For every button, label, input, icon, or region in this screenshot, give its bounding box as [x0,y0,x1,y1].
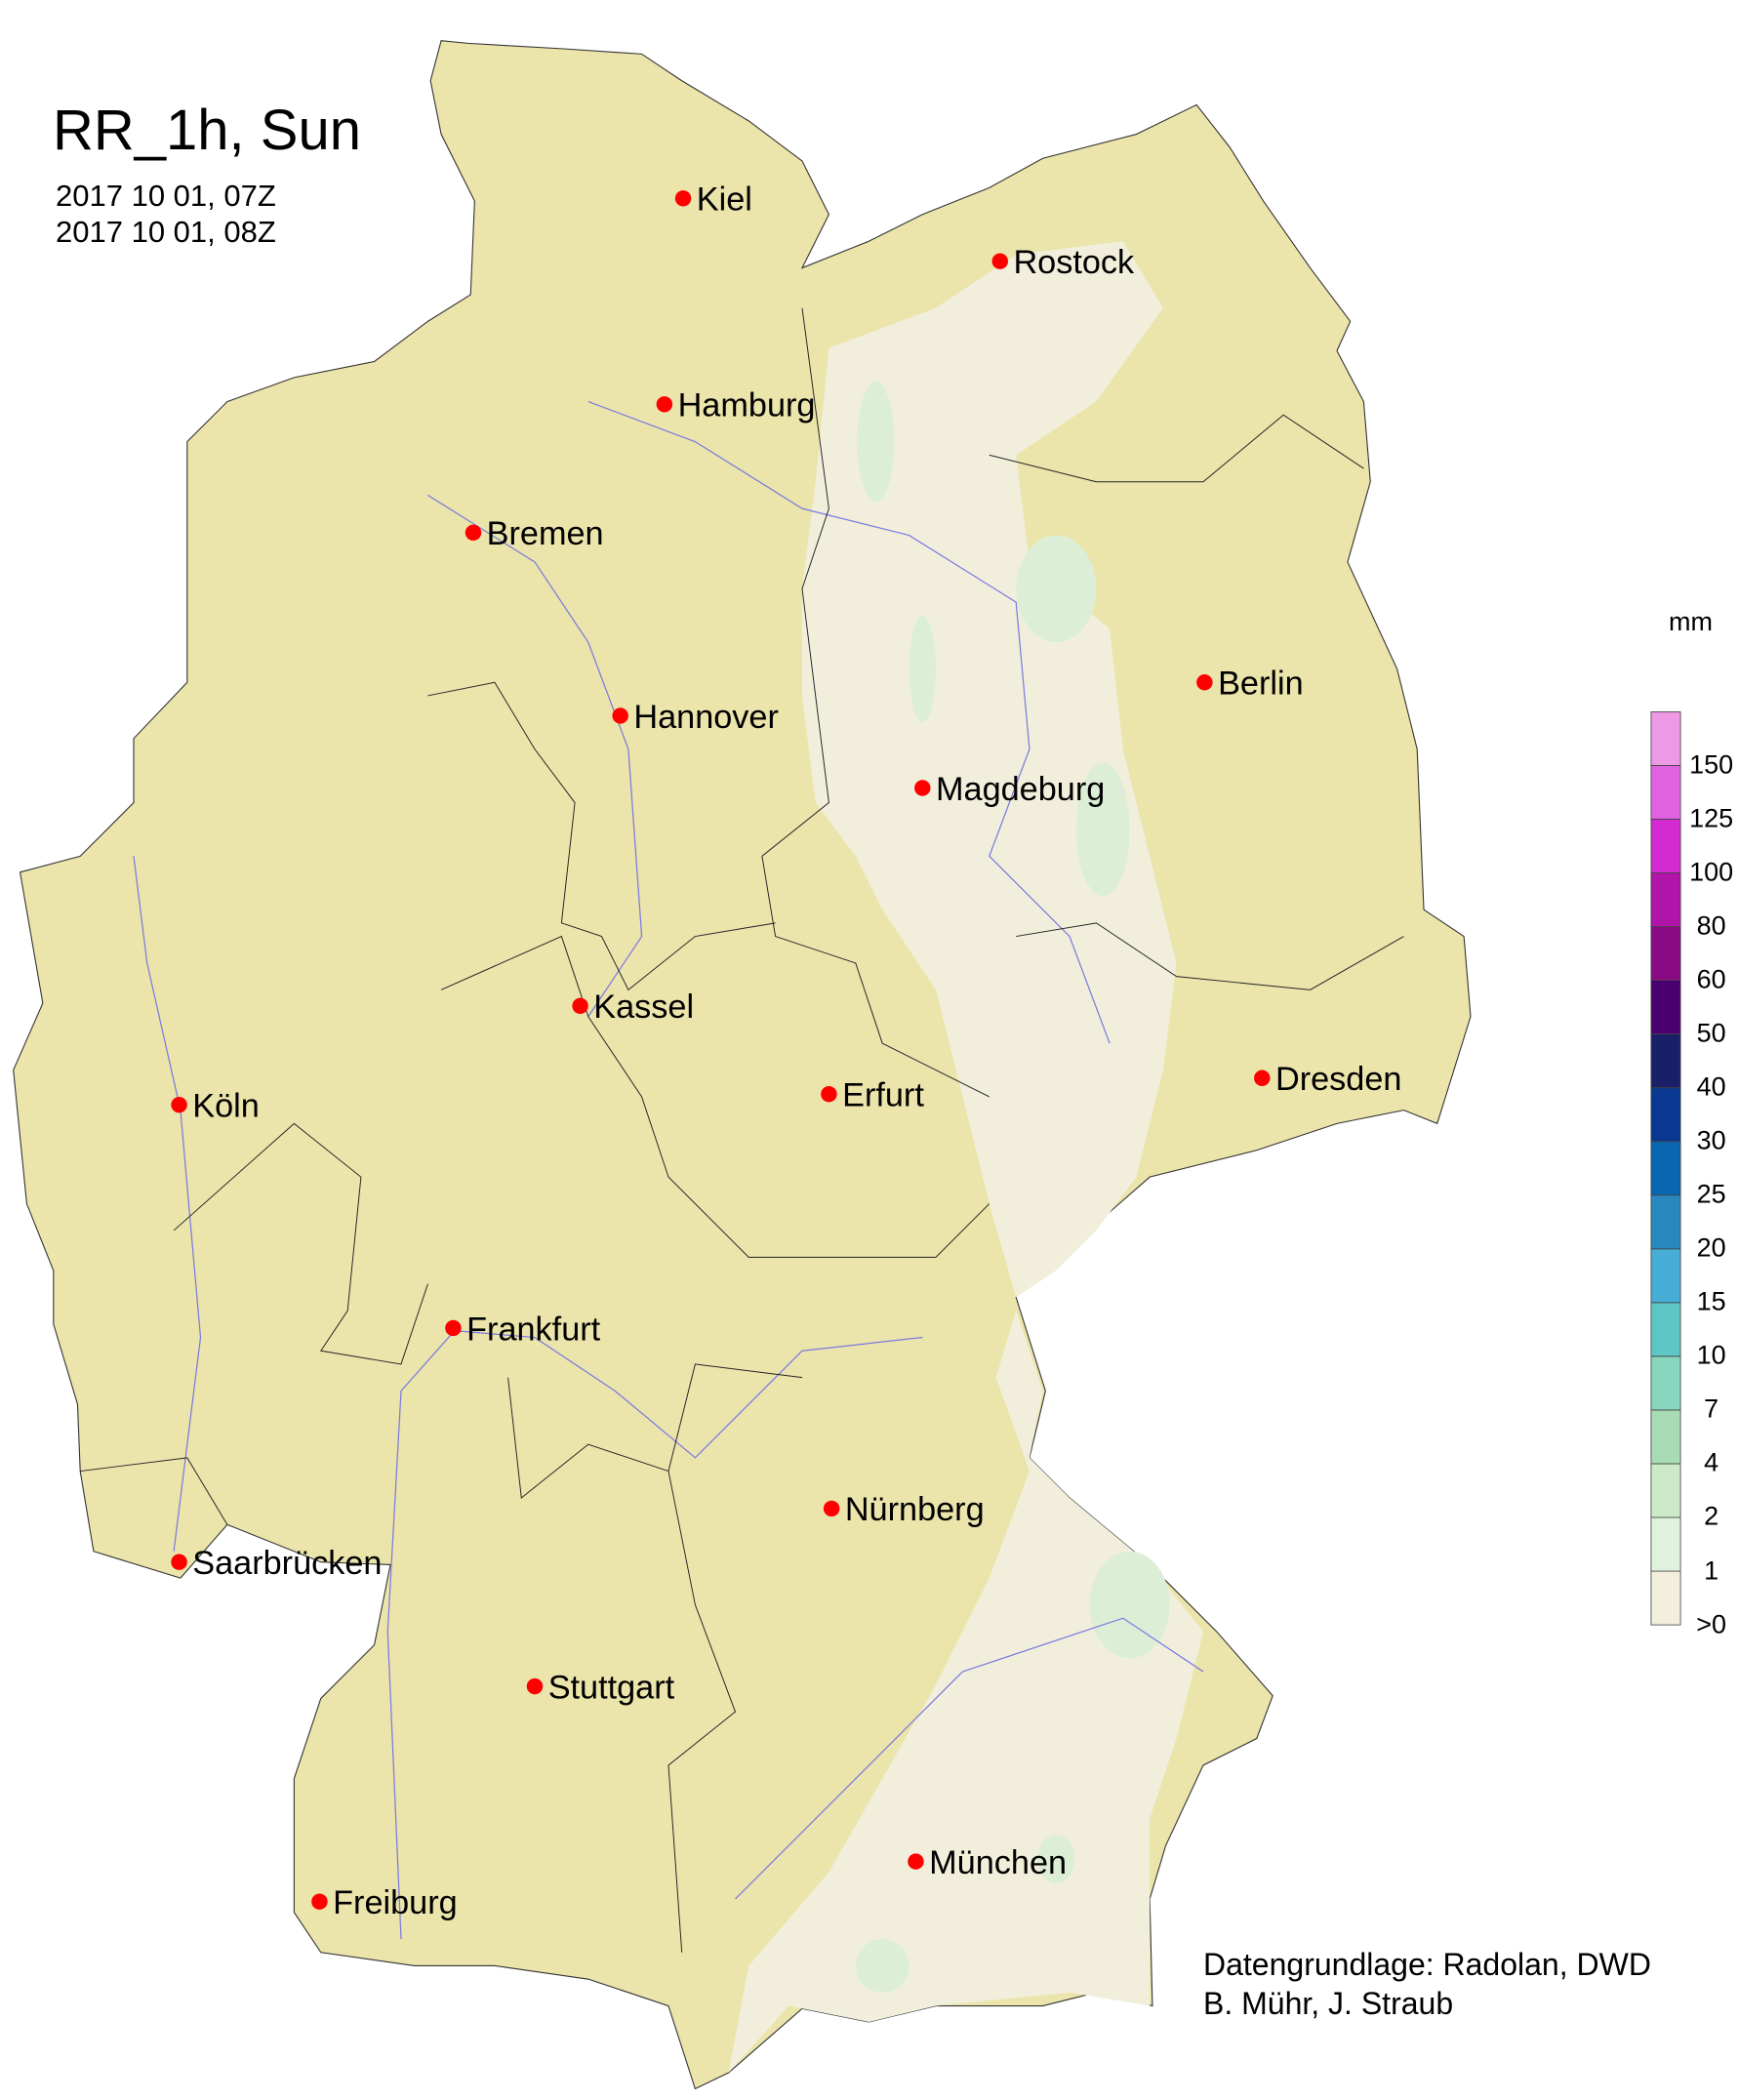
city-marker [526,1677,544,1695]
legend-swatch [1650,765,1681,820]
legend-label: >0 [1696,1609,1726,1639]
legend-swatch [1650,819,1681,873]
city-label: Saarbrücken [192,1545,382,1582]
legend-swatch [1650,1302,1681,1357]
legend-swatch [1650,980,1681,1035]
legend-label: 7 [1704,1393,1719,1424]
legend-label: 80 [1696,910,1726,941]
legend-label: 100 [1689,857,1734,887]
legend-label: 1 [1704,1555,1719,1585]
legend-label: 25 [1696,1179,1726,1209]
credit-data-source: Datengrundlage: Radolan, DWD [1203,1947,1651,1982]
city-label: Köln [192,1088,260,1125]
legend-label: 30 [1696,1125,1726,1155]
legend-swatch [1650,1141,1681,1196]
legend-color-bar [1650,710,1681,1626]
legend-swatch [1650,710,1681,766]
city-marker [572,997,588,1015]
legend-label: 2 [1704,1501,1719,1531]
state-borders [80,307,1404,1953]
city-label: Hamburg [678,387,816,424]
city-label: Rostock [1013,244,1135,281]
city-marker [171,1554,187,1570]
legend-label: 125 [1689,803,1734,833]
legend-swatch [1650,1463,1681,1518]
legend-label: 50 [1696,1018,1726,1048]
rivers [133,400,1204,1940]
legend-label: 15 [1696,1286,1726,1316]
city-marker [1254,1070,1271,1086]
city-label: Stuttgart [548,1669,675,1706]
legend-swatch [1650,1248,1681,1304]
city-marker [674,190,692,207]
city-label: Bremen [487,515,604,552]
legend-swatch [1650,1409,1681,1465]
rain-1-2mm-patches [855,382,1170,1993]
city-markers: Kiel Rostock Hamburg Bremen Berlin Hannover Ma… [171,182,1401,1921]
city-marker [1196,674,1213,691]
city-label: Nürnberg [845,1491,985,1528]
germany-land [13,40,1472,2090]
legend-label: 10 [1696,1340,1726,1370]
period-end: 2017 10 01, 08Z [56,215,276,249]
legend-label: 4 [1704,1447,1719,1477]
city-label: Kassel [593,989,694,1026]
city-marker [445,1319,462,1337]
legend-swatch [1650,1570,1681,1626]
legend-swatch [1650,1194,1681,1250]
period-start: 2017 10 01, 07Z [56,179,276,213]
city-label: Kiel [697,182,752,219]
legend-label: 150 [1689,749,1734,780]
city-label: Berlin [1218,666,1304,703]
legend-swatch [1650,926,1681,982]
legend-swatch [1650,1087,1681,1143]
city-marker [908,1853,924,1870]
city-marker [821,1085,837,1103]
legend-swatch [1650,872,1681,927]
city-label: München [929,1844,1067,1881]
map-title: RR_1h, Sun [53,99,361,162]
city-label: Hannover [633,699,779,736]
city-label: Dresden [1275,1061,1401,1098]
city-marker [656,396,673,413]
credit-authors: B. Mühr, J. Straub [1203,1986,1454,2021]
city-marker [612,707,628,724]
city-label: Magdeburg [936,771,1105,808]
light-rain-area-east [802,241,1177,1298]
city-marker [311,1893,328,1910]
legend-swatch [1650,1355,1681,1411]
city-marker [914,780,931,796]
legend-label: 20 [1696,1232,1726,1263]
city-marker [465,524,482,542]
city-marker [171,1096,187,1113]
city-marker [823,1500,840,1517]
city-label: Freiburg [333,1884,458,1921]
city-marker [991,253,1008,269]
legend-unit: mm [1669,607,1713,636]
legend-label: 40 [1696,1071,1726,1102]
legend-swatch [1650,1033,1681,1089]
city-label: Erfurt [842,1077,924,1114]
legend-label: 60 [1696,964,1726,994]
city-label: Frankfurt [466,1311,601,1348]
light-rain-area-south [728,1311,1203,2074]
legend-swatch [1650,1516,1681,1572]
